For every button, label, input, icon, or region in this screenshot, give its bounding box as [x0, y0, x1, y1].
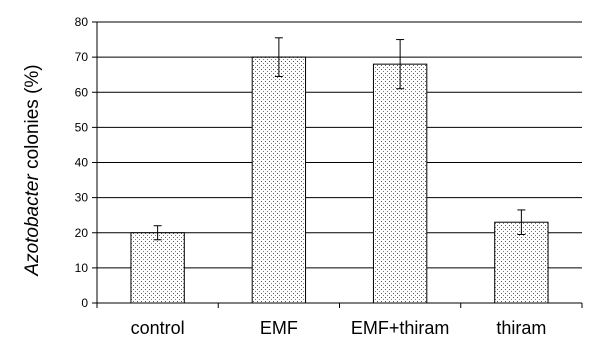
x-category-labels: control EMF EMF+thiram thiram — [131, 318, 547, 338]
bar — [130, 232, 185, 304]
bars — [130, 56, 549, 304]
y-tick-label: 80 — [75, 15, 89, 29]
y-tick-label: 0 — [81, 296, 88, 310]
y-tick-labels: 0 10 20 30 40 50 60 70 80 — [75, 15, 89, 310]
y-tick-label: 20 — [75, 226, 89, 240]
bar — [251, 56, 307, 304]
bar — [372, 63, 428, 304]
bar — [494, 221, 549, 304]
y-axis-label-italic: Azotobacter — [22, 174, 43, 277]
y-tick-label: 70 — [75, 50, 89, 64]
y-axis-label-rest: colonies (%) — [22, 64, 43, 174]
x-category-label: thiram — [496, 318, 546, 338]
y-tick-label: 60 — [75, 85, 89, 99]
x-category-label: EMF+thiram — [351, 318, 450, 338]
y-tick-label: 50 — [75, 120, 89, 134]
x-category-label: control — [131, 318, 185, 338]
y-tick-label: 40 — [75, 156, 89, 170]
y-axis-label: Azotobacter colonies (%) — [22, 64, 43, 276]
x-category-label: EMF — [260, 318, 298, 338]
y-tick-label: 30 — [75, 191, 89, 205]
y-tick-label: 10 — [75, 261, 89, 275]
error-bars — [153, 37, 526, 241]
